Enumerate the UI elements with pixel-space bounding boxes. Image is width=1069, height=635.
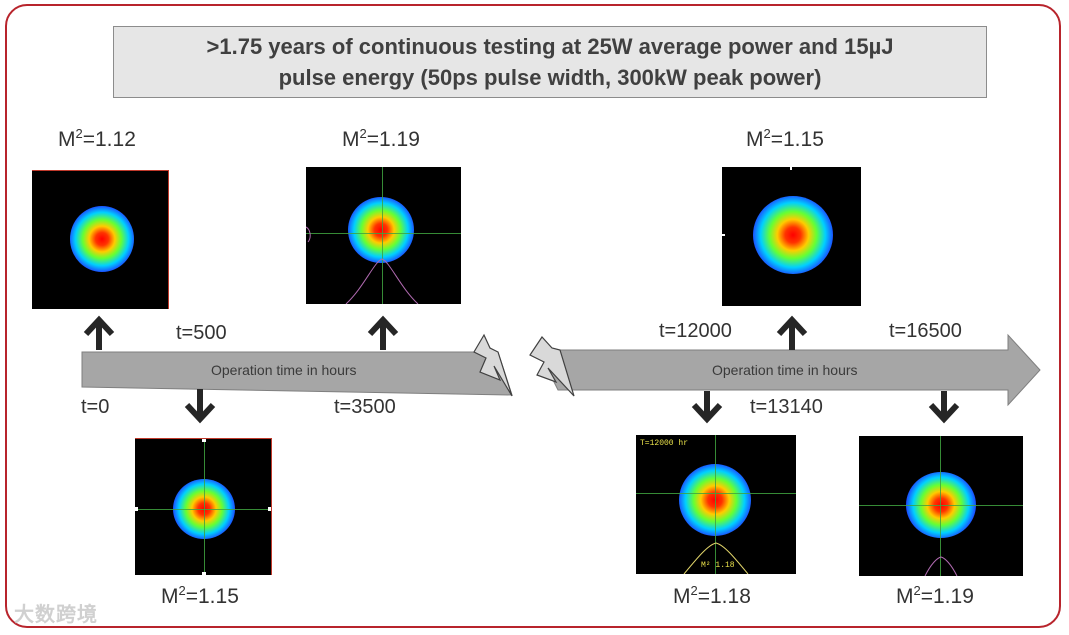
down-arrow-t16500 <box>928 391 960 424</box>
m2-label-t13140: M2=1.15 <box>746 126 824 151</box>
beam-overlay-footer: M² 1.18 <box>701 561 735 570</box>
beam-profile-t12000: T=12000 hr M² 1.18 <box>636 435 796 574</box>
time-label-t500: t=500 <box>176 322 227 344</box>
beam-profile-t16500 <box>859 436 1023 576</box>
title-box: >1.75 years of continuous testing at 25W… <box>113 26 987 98</box>
time-label-t12000: t=12000 <box>659 320 732 342</box>
down-arrow-t12000 <box>691 391 723 424</box>
lightning-bolt-right <box>529 336 575 397</box>
m2-label-t0: M2=1.12 <box>58 126 136 151</box>
time-label-t3500: t=3500 <box>334 396 396 418</box>
m2-label-t3500: M2=1.19 <box>342 126 420 151</box>
profile-curve-t16500 <box>924 556 958 576</box>
beam-profile-t13140 <box>722 167 861 306</box>
m2-label-t12000: M2=1.18 <box>673 583 751 608</box>
beam-profile-t500 <box>135 438 272 575</box>
time-label-t0: t=0 <box>81 396 110 418</box>
up-arrow-t13140 <box>776 315 808 350</box>
watermark: 大数跨境 <box>14 604 98 626</box>
profile-curve-t3500 <box>306 226 419 304</box>
m2-label-t500: M2=1.15 <box>161 583 239 608</box>
beam-profile-t0 <box>32 170 169 309</box>
m2-label-t16500: M2=1.19 <box>896 583 974 608</box>
axis-label-right: Operation time in hours <box>712 362 858 378</box>
profile-curve-t12000 <box>683 542 749 574</box>
axis-label-left: Operation time in hours <box>211 362 357 378</box>
beam-profile-t3500 <box>306 167 461 304</box>
slide-frame <box>5 4 1061 628</box>
time-label-t13140: t=13140 <box>750 396 823 418</box>
beam-overlay-header: T=12000 hr <box>640 439 689 448</box>
title-line-2: pulse energy (50ps pulse width, 300kW pe… <box>278 65 822 90</box>
up-arrow-t0 <box>83 315 115 350</box>
up-arrow-t3500 <box>367 315 399 350</box>
time-label-t16500: t=16500 <box>889 320 962 342</box>
title-line-1: >1.75 years of continuous testing at 25W… <box>206 34 894 59</box>
lightning-bolt-left <box>473 333 513 397</box>
down-arrow-t500 <box>184 389 216 424</box>
